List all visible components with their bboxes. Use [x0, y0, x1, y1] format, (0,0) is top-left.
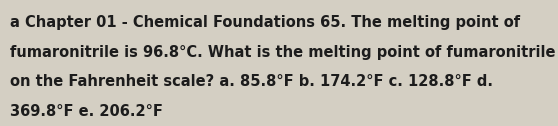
Text: fumaronitrile is 96.8°C. What is the melting point of fumaronitrile: fumaronitrile is 96.8°C. What is the mel… [10, 45, 556, 60]
Text: 369.8°F e. 206.2°F: 369.8°F e. 206.2°F [10, 104, 163, 119]
Text: on the Fahrenheit scale? a. 85.8°F b. 174.2°F c. 128.8°F d.: on the Fahrenheit scale? a. 85.8°F b. 17… [10, 74, 493, 89]
Text: a Chapter 01 - Chemical Foundations 65. The melting point of: a Chapter 01 - Chemical Foundations 65. … [10, 15, 520, 30]
